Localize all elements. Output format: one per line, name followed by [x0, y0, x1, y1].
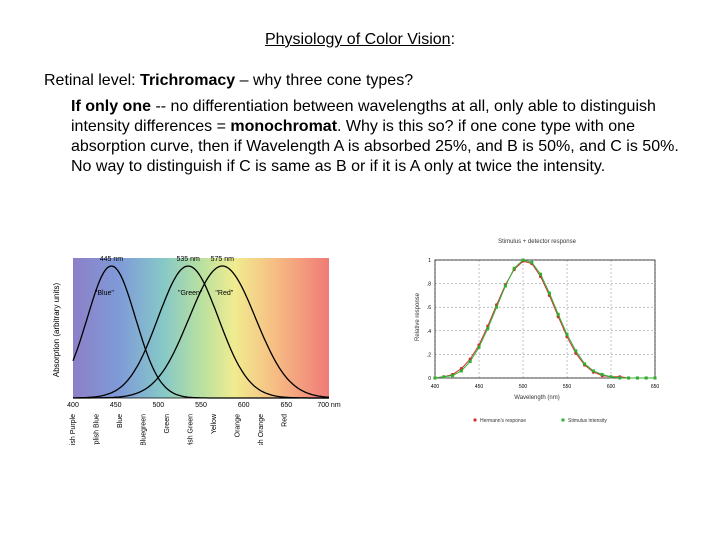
cone-xtick-6: 700 nm — [317, 402, 341, 409]
legend-label-1: Stimulus intensity — [568, 418, 607, 424]
color-name-8: Reddish Orange — [258, 414, 265, 445]
color-name-4: Green — [164, 414, 171, 434]
resp-point-1-6 — [486, 326, 490, 330]
resp-point-1-17 — [583, 362, 587, 366]
intro-bold: Trichromacy — [140, 72, 236, 89]
intro-line: Retinal level: Trichromacy – why three c… — [44, 72, 413, 90]
cone-ylabel: Absorption (arbitrary units) — [52, 283, 61, 378]
resp-xtick-0: 400 — [431, 384, 440, 390]
intro-rest: – why three cone types? — [235, 72, 414, 89]
cone-xtick-2: 500 — [152, 402, 164, 409]
resp-point-1-14 — [556, 312, 560, 316]
legend-marker-1 — [561, 418, 565, 422]
resp-point-1-21 — [618, 376, 622, 380]
cone-xtick-3: 550 — [195, 402, 207, 409]
resp-point-1-3 — [459, 369, 463, 373]
resp-ytick-3: .6 — [427, 305, 431, 311]
resp-line-1 — [434, 259, 655, 379]
para-text-2: . Why is this so? if one cone type with … — [71, 118, 679, 175]
resp-point-1-5 — [477, 345, 481, 349]
para-text-1: -- no differentiation between wavelength… — [71, 98, 656, 135]
resp-point-1-0 — [433, 376, 437, 380]
color-name-2: Blue — [117, 414, 124, 428]
resp-xtick-4: 600 — [607, 384, 616, 390]
resp-xtick-2: 500 — [519, 384, 528, 390]
response-xlabel: Wavelength (nm) — [514, 395, 559, 401]
resp-frame — [434, 259, 656, 379]
peak-label-0: 445 nm — [100, 256, 124, 263]
color-name-5: Yellowish Green — [188, 414, 195, 445]
cone-curve-2 — [73, 265, 330, 399]
resp-point-1-16 — [574, 349, 578, 353]
cone-xtick-0: 400 — [67, 402, 79, 409]
resp-point-1-1 — [442, 375, 446, 379]
color-name-1: Purplish Blue — [94, 414, 101, 445]
resp-point-1-24 — [644, 376, 648, 380]
resp-ytick-5: 1 — [428, 258, 431, 264]
resp-point-1-19 — [600, 372, 604, 376]
resp-ytick-0: 0 — [428, 376, 431, 382]
color-name-9: Red — [282, 414, 289, 427]
cone-xtick-5: 650 — [280, 402, 292, 409]
resp-point-1-7 — [495, 305, 499, 309]
curve-label-0: "Blue" — [95, 290, 114, 297]
resp-point-1-2 — [451, 374, 455, 378]
resp-point-1-4 — [468, 359, 472, 363]
resp-point-1-15 — [565, 332, 569, 336]
page-title: Physiology of Color Vision: — [0, 31, 720, 49]
resp-point-1-25 — [653, 376, 657, 380]
peak-label-1: 535 nm — [177, 256, 201, 263]
resp-point-1-10 — [521, 258, 525, 262]
color-name-3: Bluegreen — [141, 414, 148, 445]
response-ylabel: Relative response — [415, 292, 421, 341]
response-chart: 0 .2 .4 .6 .8 1 400 450 500 550 600 650 Hermann's re… — [415, 239, 660, 424]
color-name-6: Yellow — [211, 413, 218, 434]
resp-point-1-18 — [591, 369, 595, 373]
cone-xtick-4: 600 — [238, 402, 250, 409]
resp-point-1-20 — [609, 375, 613, 379]
para-bold-2: monochromat — [230, 118, 338, 135]
color-name-0: Bluish Purple — [70, 414, 77, 445]
resp-line-0 — [434, 260, 655, 379]
resp-point-1-8 — [503, 284, 507, 288]
cone-absorption-chart: 445 nm "Blue" 535 nm "Green" 575 nm "Red" 400 4… — [52, 256, 341, 445]
resp-point-1-12 — [539, 272, 543, 276]
curve-label-2: "Red" — [215, 290, 233, 297]
resp-point-1-22 — [627, 376, 631, 380]
resp-xtick-1: 450 — [475, 384, 484, 390]
resp-ytick-4: .8 — [427, 282, 431, 288]
cone-curve-1 — [73, 265, 329, 399]
legend-label-0: Hermann's response — [480, 418, 526, 424]
cone-curve-0 — [72, 265, 329, 399]
resp-ytick-2: .4 — [427, 329, 431, 335]
legend-marker-0 — [473, 418, 477, 422]
cone-xtick-1: 450 — [110, 402, 122, 409]
explanation-paragraph: If only one -- no differentiation betwee… — [71, 97, 681, 177]
resp-point-1-23 — [635, 376, 639, 380]
resp-point-1-11 — [530, 260, 534, 264]
intro-prefix: Retinal level: — [44, 72, 141, 89]
curve-label-1: "Green" — [178, 290, 203, 297]
spectrum-background — [73, 258, 329, 398]
color-name-7: Orange — [235, 414, 242, 437]
resp-xtick-5: 650 — [651, 384, 660, 390]
peak-label-2: 575 nm — [211, 256, 235, 263]
title-text: Physiology of Color Vision — [264, 31, 451, 48]
resp-xtick-3: 550 — [563, 384, 572, 390]
resp-ytick-1: .2 — [427, 352, 431, 358]
para-bold-1: If only one — [71, 98, 151, 115]
resp-point-1-13 — [547, 291, 551, 295]
resp-point-1-9 — [512, 266, 516, 270]
title-suffix: : — [450, 31, 456, 48]
response-title: Stimulus + detector response — [498, 239, 577, 245]
